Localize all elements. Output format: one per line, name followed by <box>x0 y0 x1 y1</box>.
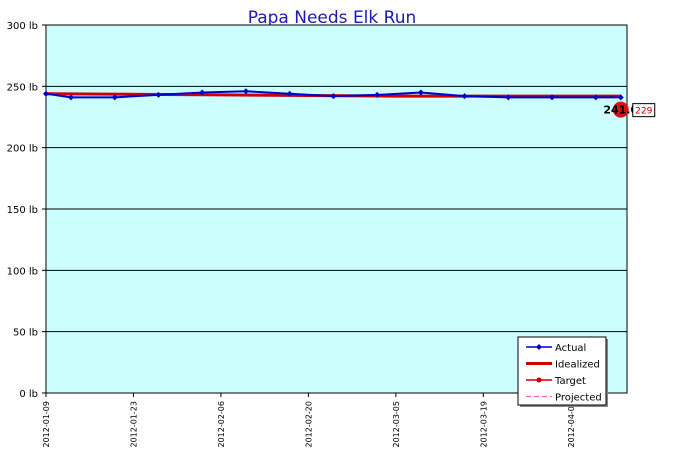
series-actual <box>43 88 624 101</box>
legend-label: Actual <box>555 343 586 354</box>
data-point <box>592 94 599 101</box>
x-tick-label: 2012-03-19 <box>479 401 488 448</box>
series-layer <box>43 88 624 101</box>
legend: Actual Idealized Target Projected <box>517 336 608 407</box>
x-tick-label: 2012-02-20 <box>304 401 313 448</box>
y-tick-label: 300 lb <box>7 21 38 32</box>
x-tick-label: 2012-02-06 <box>217 401 226 448</box>
y-tick-label: 100 lb <box>7 266 38 277</box>
data-point <box>111 94 118 101</box>
data-point <box>330 93 337 100</box>
x-tick-label: 2012-01-23 <box>129 401 138 448</box>
data-point <box>242 88 249 95</box>
legend-item-projected: Projected <box>526 393 602 404</box>
data-point <box>617 94 624 101</box>
x-axis: 2012-01-09 2012-01-23 2012-02-06 2012-02-20… <box>42 393 576 448</box>
x-tick-label: 2012-04-02 <box>567 401 576 448</box>
y-tick-label: 0 lb <box>19 389 38 400</box>
target-marker <box>612 101 629 118</box>
y-tick-label: 50 lb <box>13 328 38 339</box>
legend-item-target: Target <box>526 376 586 387</box>
legend-item-actual: Actual <box>526 343 586 354</box>
data-point <box>417 89 424 96</box>
data-point <box>286 90 293 97</box>
plot-area <box>45 24 628 394</box>
y-tick-label: 150 lb <box>7 205 38 216</box>
callout-value-label: 241.0 <box>603 104 638 117</box>
legend-box <box>517 336 607 406</box>
y-tick-label: 200 lb <box>7 144 38 155</box>
x-tick-label: 2012-01-09 <box>42 401 51 448</box>
data-point <box>199 89 206 96</box>
legend-label: Projected <box>555 393 602 404</box>
legend-item-idealized: Idealized <box>526 360 600 371</box>
legend-label: Idealized <box>555 360 600 371</box>
data-point <box>43 90 49 97</box>
data-point <box>374 91 381 98</box>
callout-box-label: 229 <box>635 107 652 117</box>
data-point <box>549 94 556 101</box>
data-point <box>67 94 74 101</box>
legend-marker <box>536 377 542 383</box>
data-point <box>505 94 512 101</box>
y-axis: 0 lb 50 lb 100 lb 150 lb 200 lb 250 lb 300 lb <box>7 21 46 400</box>
callout-box <box>632 103 656 118</box>
x-tick-label: 2012-03-05 <box>392 401 401 448</box>
data-point <box>155 91 162 98</box>
legend-marker <box>536 344 542 350</box>
legend-label: Target <box>554 376 586 387</box>
y-tick-label: 250 lb <box>7 82 38 93</box>
chart-title: Papa Needs Elk Run <box>248 8 417 28</box>
data-point <box>461 93 468 100</box>
